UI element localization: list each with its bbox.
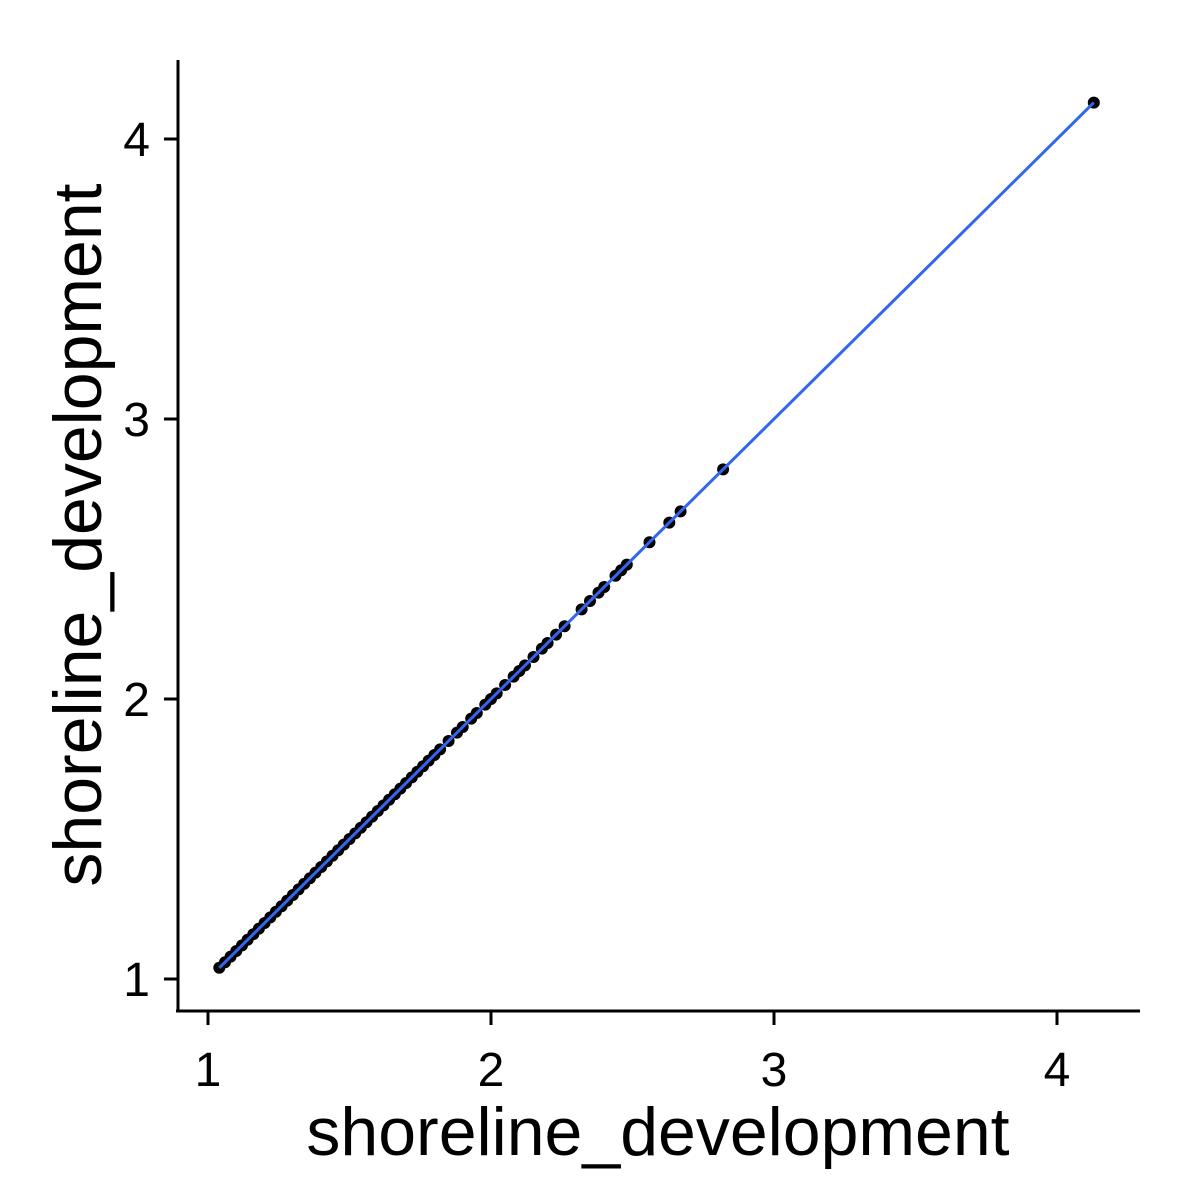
- y-tick-label: 1: [123, 954, 150, 1007]
- x-tick-label: 2: [478, 1044, 505, 1097]
- y-tick-label: 2: [123, 674, 150, 727]
- x-tick-label: 1: [195, 1044, 222, 1097]
- fit-line: [218, 101, 1095, 969]
- x-tick-label: 4: [1044, 1044, 1071, 1097]
- x-axis-title: shoreline_development: [306, 1094, 1009, 1170]
- y-tick-label: 4: [123, 114, 150, 167]
- y-axis-ticks: 1 2 3 4: [123, 114, 178, 1007]
- x-tick-label: 3: [761, 1044, 788, 1097]
- x-axis-ticks: 1 2 3 4: [195, 1011, 1071, 1097]
- y-tick-label: 3: [123, 394, 150, 447]
- y-axis-title: shoreline_development: [40, 183, 116, 886]
- fit-line-layer: [218, 101, 1095, 969]
